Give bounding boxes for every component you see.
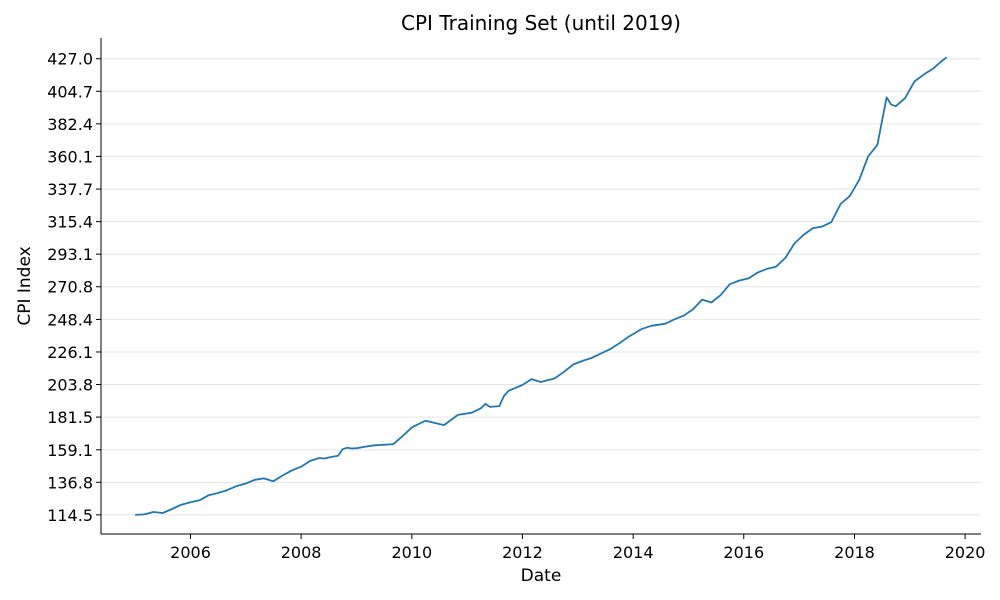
gridlines — [101, 58, 981, 516]
y-tick-label: 427.0 — [47, 50, 93, 69]
chart-title: CPI Training Set (until 2019) — [401, 11, 681, 35]
y-axis-ticks: 114.5 136.8 159.1 181.5 203.8 226.1 248.4 270.8… — [47, 50, 101, 525]
y-tick-label: 248.4 — [47, 310, 93, 329]
x-axis-title: Date — [521, 566, 562, 586]
y-tick-label: 315.4 — [47, 213, 93, 232]
x-tick-label: 2008 — [281, 543, 322, 562]
x-tick-label: 2010 — [391, 543, 432, 562]
y-tick-label: 181.5 — [47, 408, 93, 427]
x-tick-label: 2006 — [170, 543, 211, 562]
cpi-series-line — [135, 56, 948, 516]
x-tick-label: 2012 — [502, 543, 543, 562]
y-tick-label: 360.1 — [47, 147, 93, 166]
x-tick-label: 2018 — [834, 543, 875, 562]
y-tick-label: 293.1 — [47, 245, 93, 264]
y-tick-label: 136.8 — [47, 473, 93, 492]
x-tick-label: 2020 — [945, 543, 986, 562]
y-tick-label: 404.7 — [47, 82, 93, 101]
y-tick-label: 270.8 — [47, 278, 93, 297]
y-axis-title: CPI Index — [15, 246, 35, 325]
y-tick-label: 226.1 — [47, 343, 93, 362]
x-tick-label: 2016 — [723, 543, 764, 562]
x-axis-ticks: 2006 2008 2010 2012 2014 2016 2018 2020 — [170, 534, 985, 562]
y-tick-label: 337.7 — [47, 180, 93, 199]
y-tick-label: 114.5 — [47, 506, 93, 525]
y-tick-label: 203.8 — [47, 376, 93, 395]
series-layer — [135, 56, 948, 516]
y-tick-label: 382.4 — [47, 115, 93, 134]
y-tick-label: 159.1 — [47, 441, 93, 460]
x-tick-label: 2014 — [613, 543, 654, 562]
